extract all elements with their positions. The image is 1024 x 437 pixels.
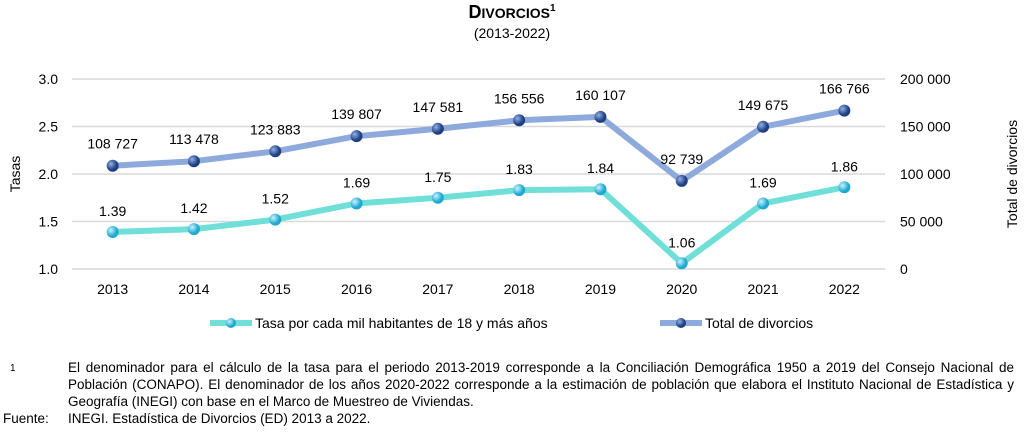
data-label: 1.06 bbox=[668, 234, 695, 250]
legend-marker bbox=[226, 318, 236, 328]
data-label: 1.69 bbox=[343, 174, 370, 190]
title-text: DIVORCIOS bbox=[468, 2, 550, 22]
x-tick-label: 2021 bbox=[747, 281, 778, 297]
data-point bbox=[106, 225, 119, 238]
data-point bbox=[513, 114, 526, 127]
data-label: 1.75 bbox=[424, 169, 451, 185]
right-tick-label: 200 000 bbox=[900, 71, 951, 87]
footnote-text: El denominador para el cálculo de la tas… bbox=[68, 360, 1014, 409]
source-label: Fuente: bbox=[3, 411, 49, 426]
data-point bbox=[594, 183, 607, 196]
x-tick-label: 2015 bbox=[260, 281, 291, 297]
data-label: 1.52 bbox=[262, 191, 289, 207]
data-point bbox=[269, 145, 282, 158]
data-label: 1.42 bbox=[180, 200, 207, 216]
legend-marker bbox=[676, 318, 686, 328]
chart: 1.0 1.5 2.0 2.5 3.0 0 50 000 100 000 150 000 200 … bbox=[7, 71, 1020, 331]
legend-label: Tasa por cada mil habitantes de 18 y más… bbox=[255, 315, 548, 331]
data-label: 1.39 bbox=[99, 203, 126, 219]
data-point bbox=[187, 223, 200, 236]
x-tick-label: 2014 bbox=[178, 281, 209, 297]
data-label: 1.69 bbox=[749, 174, 776, 190]
data-point bbox=[757, 120, 770, 133]
left-tick-label: 2.5 bbox=[39, 119, 59, 135]
right-tick-label: 100 000 bbox=[900, 166, 951, 182]
x-tick-label: 2013 bbox=[97, 281, 128, 297]
left-tick-label: 1.0 bbox=[39, 261, 59, 277]
chart-subtitle: (2013-2022) bbox=[473, 25, 551, 41]
data-label: 147 581 bbox=[413, 99, 464, 115]
series-line-1 bbox=[112, 107, 845, 184]
data-point bbox=[513, 184, 526, 197]
data-point bbox=[269, 213, 282, 226]
x-tick-label: 2016 bbox=[341, 281, 372, 297]
left-axis-label: Tasas bbox=[7, 156, 23, 193]
data-point bbox=[675, 257, 688, 270]
data-point bbox=[350, 130, 363, 143]
data-point bbox=[431, 122, 444, 135]
data-label: 123 883 bbox=[250, 121, 301, 137]
right-tick-label: 150 000 bbox=[900, 119, 951, 135]
data-label: 1.84 bbox=[587, 160, 614, 176]
data-label: 1.86 bbox=[831, 158, 858, 174]
x-tick-label: 2020 bbox=[666, 281, 697, 297]
data-label: 92 739 bbox=[660, 151, 703, 167]
data-point bbox=[594, 110, 607, 123]
x-tick-label: 2019 bbox=[585, 281, 616, 297]
data-label: 113 478 bbox=[169, 131, 219, 147]
left-tick-label: 3.0 bbox=[39, 71, 59, 87]
left-tick-label: 1.5 bbox=[39, 214, 59, 230]
data-label: 149 675 bbox=[738, 97, 789, 113]
data-point bbox=[838, 181, 851, 194]
x-tick-label: 2017 bbox=[422, 281, 453, 297]
footnote-marker: 1 bbox=[10, 363, 16, 374]
data-label: 160 107 bbox=[575, 87, 626, 103]
data-label: 166 766 bbox=[819, 81, 870, 97]
title-footnote-marker: 1 bbox=[549, 3, 556, 14]
data-label: 156 556 bbox=[494, 90, 545, 106]
left-tick-label: 2.0 bbox=[39, 166, 59, 182]
series-line-0 bbox=[112, 184, 845, 267]
data-label: 108 727 bbox=[87, 136, 138, 152]
right-axis-label: Total de divorcios bbox=[1004, 120, 1020, 228]
right-tick-label: 0 bbox=[900, 261, 908, 277]
data-point bbox=[106, 159, 119, 172]
x-tick-label: 2018 bbox=[504, 281, 535, 297]
right-tick-label: 50 000 bbox=[900, 214, 943, 230]
data-point bbox=[838, 104, 851, 117]
x-tick-label: 2022 bbox=[829, 281, 860, 297]
legend-label: Total de divorcios bbox=[705, 315, 813, 331]
chart-title: DIVORCIOS1 bbox=[0, 2, 1024, 23]
data-point bbox=[350, 197, 363, 210]
data-point bbox=[187, 155, 200, 168]
data-label: 1.83 bbox=[506, 161, 533, 177]
data-point bbox=[757, 197, 770, 210]
data-point bbox=[675, 174, 688, 187]
data-point bbox=[431, 191, 444, 204]
data-label: 139 807 bbox=[331, 106, 382, 122]
source-text: INEGI. Estadística de Divorcios (ED) 201… bbox=[68, 411, 371, 426]
